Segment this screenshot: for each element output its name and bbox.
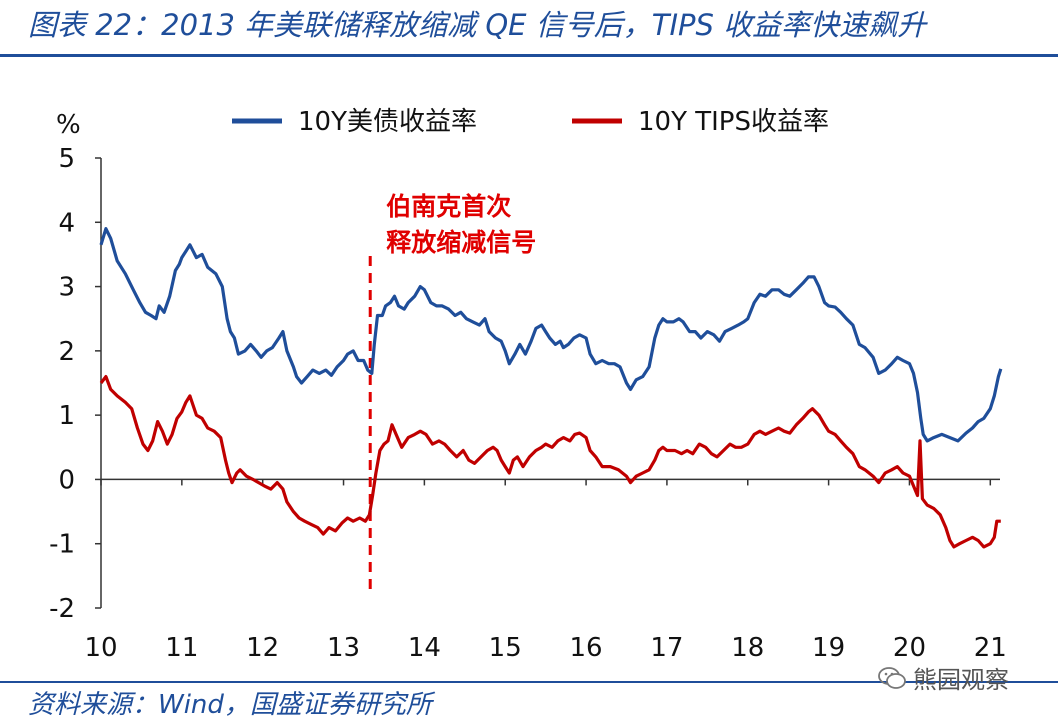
- y-tick-label: 2: [58, 337, 75, 367]
- x-tick-label: 18: [731, 633, 764, 663]
- watermark: 熊园观察: [877, 660, 1009, 695]
- legend-label-nominal: 10Y美债收益率: [298, 107, 477, 137]
- x-tick-label: 15: [489, 633, 522, 663]
- y-ticks: 5 4 3 2 1 0 -1 -2: [49, 144, 101, 624]
- x-tick-label: 13: [327, 633, 360, 663]
- annotation-text-line1: 伯南克首次: [386, 192, 511, 221]
- series-line-nominal: [99, 227, 1003, 443]
- x-tick-label: 12: [246, 633, 279, 663]
- x-tick-label: 10: [84, 633, 117, 663]
- y-axis-label: %: [56, 110, 81, 140]
- y-tick-label: 4: [58, 208, 75, 238]
- x-tick-label: 11: [165, 633, 198, 663]
- y-tick-label: 3: [58, 273, 75, 303]
- legend-label-tips: 10Y TIPS收益率: [638, 107, 829, 137]
- series-group: [99, 227, 1003, 549]
- x-tick-label: 17: [650, 633, 683, 663]
- y-tick-label: 1: [58, 401, 75, 431]
- figure-title: 图表 22：2013 年美联储释放缩减 QE 信号后，TIPS 收益率快速飙升: [28, 8, 927, 42]
- x-tick-label: 20: [893, 633, 926, 663]
- title-rule: [0, 54, 1058, 57]
- wechat-icon: [878, 666, 906, 689]
- y-tick-label: 0: [58, 465, 75, 495]
- series-line-tips: [99, 375, 1001, 549]
- x-tick-label: 14: [408, 633, 441, 663]
- annotation-text-line2: 释放缩减信号: [386, 228, 536, 257]
- source-note: 资料来源：Wind，国盛证券研究所: [28, 690, 432, 720]
- x-tick-label: 21: [974, 633, 1007, 663]
- legend: 10Y美债收益率 10Y TIPS收益率: [232, 107, 829, 137]
- x-tick-label: 16: [570, 633, 603, 663]
- source-rule: [0, 681, 1058, 683]
- y-tick-label: -1: [49, 530, 75, 560]
- x-ticks: 10 11 12 13 14 15 16 17 18 19 20 21: [84, 479, 1007, 663]
- x-tick-label: 19: [812, 633, 845, 663]
- y-tick-label: 5: [58, 144, 75, 174]
- watermark-text: 熊园观察: [913, 666, 1009, 694]
- y-tick-label: -2: [49, 594, 75, 624]
